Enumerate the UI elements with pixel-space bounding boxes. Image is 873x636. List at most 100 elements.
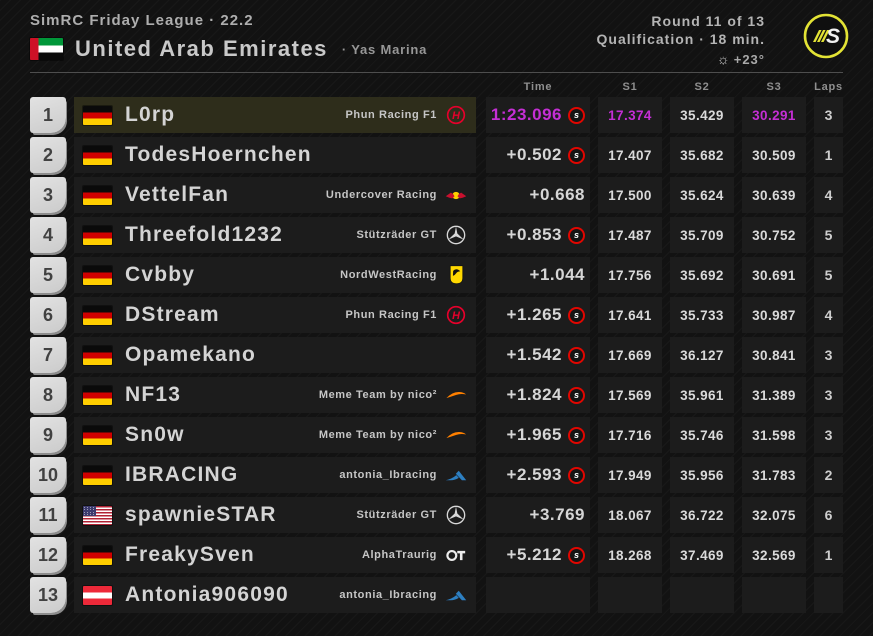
alphatauri-logo-icon <box>446 549 466 561</box>
position-badge: 11 <box>30 497 66 533</box>
table-row[interactable]: 3 VettelFan Undercover Racing +0.668 17.… <box>30 177 843 213</box>
de-flag-icon <box>83 265 112 285</box>
round-info: Round 11 of 13 <box>651 13 765 29</box>
lap-time: +3.769 <box>529 505 585 524</box>
team: Undercover Racing <box>326 185 467 205</box>
driver-cell: L0rp Phun Racing F1 H <box>74 97 476 133</box>
driver-cell: VettelFan Undercover Racing <box>74 177 476 213</box>
laps-cell: 5 <box>814 217 843 253</box>
sector3-cell: 30.639 <box>742 177 806 213</box>
sector3-cell: 30.691 <box>742 257 806 293</box>
table-row[interactable]: 1 L0rp Phun Racing F1 H 1:23.096 s 17.37… <box>30 97 843 133</box>
position-badge: 4 <box>30 217 66 253</box>
position-badge: 13 <box>30 577 66 613</box>
team: Phun Racing F1 H <box>345 105 467 125</box>
driver-name: FreakySven <box>125 543 255 566</box>
sector3-cell: 30.987 <box>742 297 806 333</box>
soft-tyre-icon: s <box>568 426 585 444</box>
position-badge: 1 <box>30 97 66 133</box>
lap-time: +5.212 <box>506 545 562 564</box>
table-row[interactable]: 9 Sn0w Meme Team by nico² +1.965 s 17.71… <box>30 417 843 453</box>
sector2-time: 35.709 <box>680 227 724 243</box>
driver-cell: Sn0w Meme Team by nico² <box>74 417 476 453</box>
svg-text:S: S <box>826 25 840 48</box>
soft-tyre-icon: s <box>568 546 585 564</box>
laps-cell: 2 <box>814 457 843 493</box>
sector3-cell: 30.291 <box>742 97 806 133</box>
table-row[interactable]: 5 Cvbby NordWestRacing +1.044 17.756 35.… <box>30 257 843 293</box>
sector1-time: 18.067 <box>608 507 652 523</box>
event-track: · Yas Marina <box>341 41 428 57</box>
laps-count: 4 <box>824 307 833 323</box>
header: SimRC Friday League · 22.2 United Arab E… <box>30 10 849 73</box>
position-badge: 3 <box>30 177 66 213</box>
sector2-time: 35.624 <box>680 187 724 203</box>
table-row[interactable]: 2 TodesHoernchen +0.502 s 17.407 35.682 … <box>30 137 843 173</box>
driver-cell: NF13 Meme Team by nico² <box>74 377 476 413</box>
table-row[interactable]: 12 FreakySven AlphaTraurig +5.212 s 18.2… <box>30 537 843 573</box>
driver-name: Threefold1232 <box>125 223 283 246</box>
team: NordWestRacing <box>340 265 467 285</box>
driver-cell: IBRACING antonia_Ibracing <box>74 457 476 493</box>
session-info: Qualification · 18 min. <box>596 31 765 47</box>
table-row[interactable]: 10 IBRACING antonia_Ibracing +2.593 s 17… <box>30 457 843 493</box>
team-name: Stützräder GT <box>356 229 437 241</box>
sector1-cell: 17.756 <box>598 257 662 293</box>
team-name: Phun Racing F1 <box>345 309 437 321</box>
table-row[interactable]: 11 spawnieSTAR Stützräder GT +3.769 18.0… <box>30 497 843 533</box>
table-row[interactable]: 6 DStream Phun Racing F1 H +1.265 s 17.6… <box>30 297 843 333</box>
sector2-time: 35.682 <box>680 147 724 163</box>
team-name: Phun Racing F1 <box>345 109 437 121</box>
alpine-logo-icon <box>445 590 467 600</box>
results-table: 1 L0rp Phun Racing F1 H 1:23.096 s 17.37… <box>30 97 843 613</box>
de-flag-icon <box>83 345 112 365</box>
lap-time-cell: 1:23.096 s <box>486 97 590 133</box>
team: antonia_Ibracing <box>339 465 467 485</box>
laps-cell: 1 <box>814 137 843 173</box>
sector1-time: 17.407 <box>608 147 652 163</box>
sector2-time: 36.722 <box>680 507 724 523</box>
sector3-time: 31.389 <box>752 387 796 403</box>
lap-time: +0.853 <box>506 225 562 244</box>
table-row[interactable]: 4 Threefold1232 Stützräder GT +0.853 s 1… <box>30 217 843 253</box>
lap-time-cell: +0.853 s <box>486 217 590 253</box>
sun-icon: ☼ <box>716 51 731 67</box>
lap-time: 1:23.096 <box>490 105 562 124</box>
sector3-time: 30.841 <box>752 347 796 363</box>
sector1-time: 17.569 <box>608 387 652 403</box>
us-flag-icon <box>83 505 112 525</box>
sector1-time: 17.500 <box>608 187 652 203</box>
mercedes-logo-icon <box>446 225 466 245</box>
haas-logo-icon: H <box>446 305 466 325</box>
laps-count: 4 <box>824 187 833 203</box>
table-row[interactable]: 7 Opamekano +1.542 s 17.669 36.127 30.84… <box>30 337 843 373</box>
temperature: +23° <box>733 52 765 67</box>
driver-name: spawnieSTAR <box>125 503 277 526</box>
sector1-time: 17.374 <box>608 107 652 123</box>
soft-tyre-icon: s <box>568 146 585 164</box>
sector1-cell: 17.669 <box>598 337 662 373</box>
driver-cell: DStream Phun Racing F1 H <box>74 297 476 333</box>
table-row[interactable]: 8 NF13 Meme Team by nico² +1.824 s 17.56… <box>30 377 843 413</box>
sector2-cell: 35.429 <box>670 97 734 133</box>
sector2-cell: 36.722 <box>670 497 734 533</box>
position-badge: 10 <box>30 457 66 493</box>
lap-time: +0.502 <box>506 145 562 164</box>
team: Phun Racing F1 H <box>345 305 467 325</box>
sector1-time: 17.487 <box>608 227 652 243</box>
driver-cell: FreakySven AlphaTraurig <box>74 537 476 573</box>
sector2-cell: 35.961 <box>670 377 734 413</box>
sector2-cell <box>670 577 734 613</box>
lap-time-cell: +0.502 s <box>486 137 590 173</box>
sector2-time: 35.733 <box>680 307 724 323</box>
col-s3: S3 <box>766 81 782 93</box>
lap-time-cell: +1.824 s <box>486 377 590 413</box>
lap-time: +1.044 <box>529 265 585 284</box>
sector3-time: 31.783 <box>752 467 796 483</box>
sector2-cell: 36.127 <box>670 337 734 373</box>
laps-cell: 1 <box>814 537 843 573</box>
col-time: Time <box>523 81 553 93</box>
laps-cell: 4 <box>814 297 843 333</box>
table-row[interactable]: 13 Antonia906090 antonia_Ibracing <box>30 577 843 613</box>
